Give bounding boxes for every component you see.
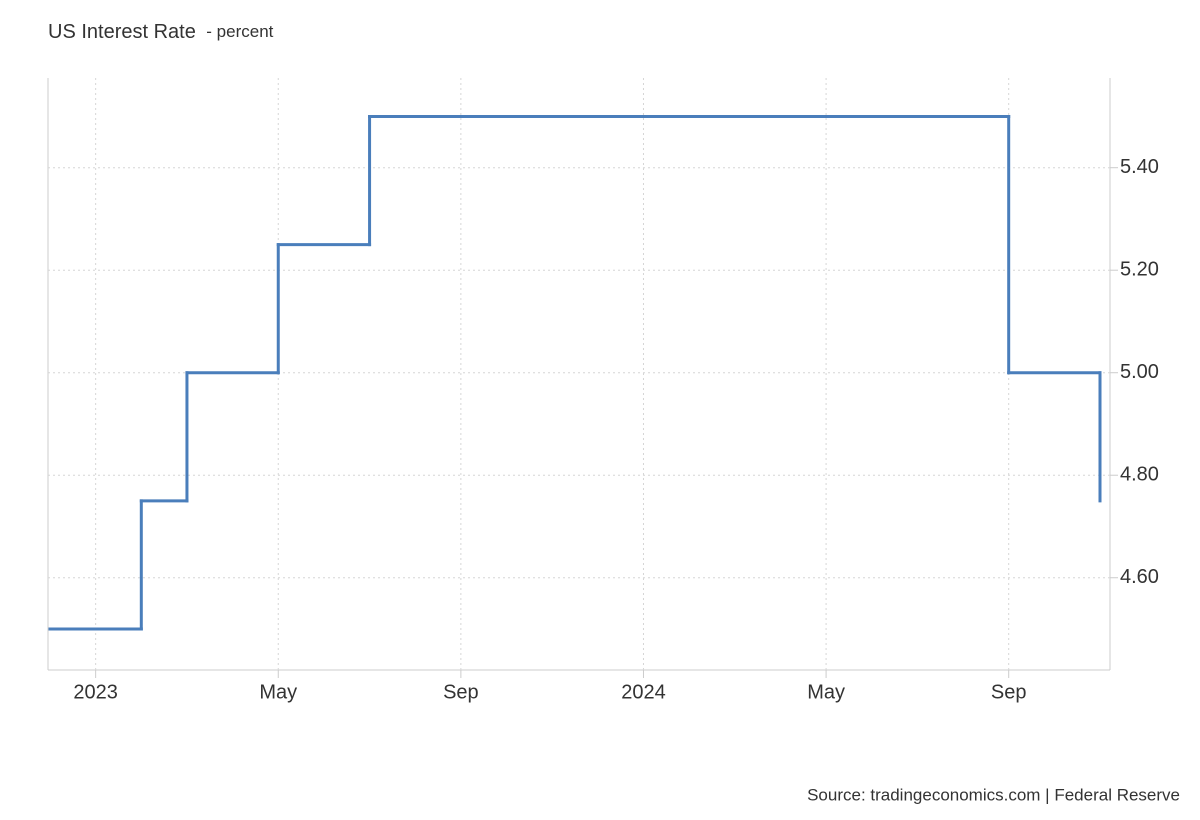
y-tick-label: 5.20	[1120, 258, 1159, 280]
chart-title-group: US Interest Rate - percent	[48, 21, 274, 43]
y-tick-label: 5.00	[1120, 361, 1159, 383]
chart-title: US Interest Rate	[48, 21, 196, 43]
chart-subtitle: - percent	[206, 22, 273, 41]
x-tick-label: May	[807, 681, 845, 703]
x-tick-label: 2024	[621, 681, 666, 703]
x-tick-label: Sep	[443, 681, 479, 703]
x-tick-label: Sep	[991, 681, 1027, 703]
y-tick-label: 5.40	[1120, 156, 1159, 178]
source-note: Source: tradingeconomics.com | Federal R…	[807, 785, 1180, 804]
y-tick-label: 4.60	[1120, 566, 1159, 588]
y-tick-label: 4.80	[1120, 464, 1159, 486]
x-tick-label: 2023	[73, 681, 118, 703]
x-tick-label: May	[259, 681, 297, 703]
